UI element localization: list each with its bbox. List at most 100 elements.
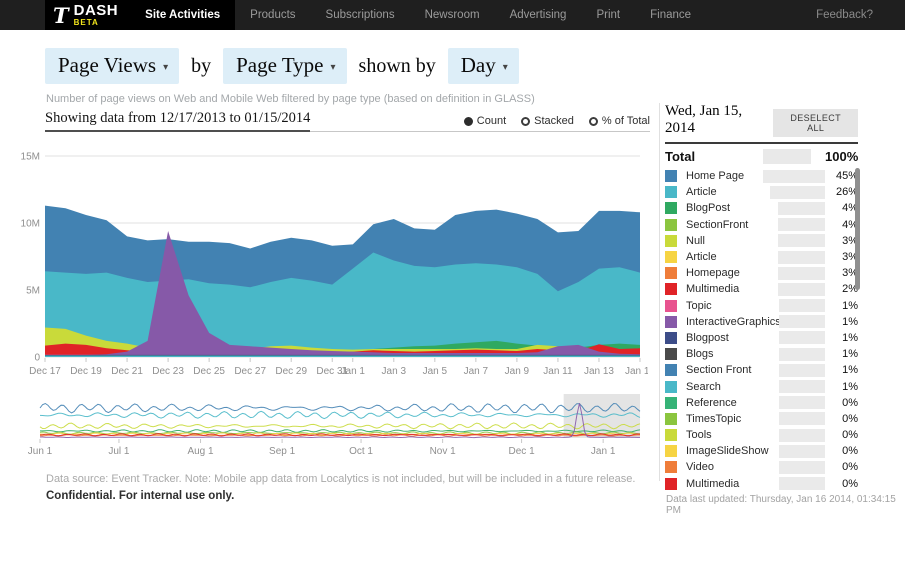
nav-item-products[interactable]: Products <box>250 9 296 21</box>
timeline-brush-chart[interactable]: Jun 1 Jul 1 Aug 1 Sep 1 Oct 1 Nov 1 Dec 1 Jan 1 <box>0 392 648 460</box>
mode-radio-stacked[interactable]: Stacked <box>521 115 574 127</box>
legend-row-tools-16[interactable]: Tools 0% <box>665 427 858 443</box>
x-tick-label: Jan 15 <box>625 366 648 377</box>
chart-description: Number of page views on Web and Mobile W… <box>46 93 535 105</box>
legend-row-multimedia-19[interactable]: Multimedia 0% <box>665 476 858 492</box>
legend-label: SectionFront <box>686 218 749 231</box>
nav-item-finance[interactable]: Finance <box>650 9 692 21</box>
legend-row-interactivegraphics-9[interactable]: InteractiveGraphics 1% <box>665 314 858 330</box>
mode-radio-count[interactable]: Count <box>463 115 507 127</box>
caret-down-icon: ▾ <box>330 61 336 73</box>
color-swatch <box>665 218 677 231</box>
legend-row-article-1[interactable]: Article 26% <box>665 184 858 200</box>
x-tick-label: Dec 29 <box>275 366 307 377</box>
legend-percent: 1% <box>842 331 858 344</box>
main-area-chart[interactable]: 0 5M 10M 15M Dec 17 Dec 19 Dec 21 Dec 23 Dec 25 D… <box>0 148 648 386</box>
legend-row-blogpost-10[interactable]: Blogpost 1% <box>665 330 858 346</box>
legend-row-multimedia-7[interactable]: Multimedia 2% <box>665 281 858 297</box>
legend-bar <box>778 331 825 345</box>
mini-line-home-page <box>39 402 641 414</box>
caret-down-icon: ▾ <box>502 61 508 73</box>
legend-row-blogpost-2[interactable]: BlogPost 4% <box>665 200 858 216</box>
x-tick-label: Jan 3 <box>382 366 407 377</box>
legend-percent: 1% <box>842 364 858 377</box>
legend-label: Tools <box>686 429 712 442</box>
nav-item-advertising[interactable]: Advertising <box>509 9 567 21</box>
legend-scrollbar[interactable] <box>855 168 860 290</box>
legend-percent: 3% <box>842 234 858 247</box>
color-swatch <box>665 396 677 409</box>
legend-label: Homepage <box>686 267 740 280</box>
legend-percent: 0% <box>842 445 858 458</box>
legend-label: BlogPost <box>686 202 731 215</box>
nav-item-print[interactable]: Print <box>596 9 621 21</box>
logo-title: DASH <box>73 2 119 19</box>
x-tick-label: Jan 13 <box>584 366 614 377</box>
legend-row-sectionfront-3[interactable]: SectionFront 4% <box>665 217 858 233</box>
x-tick-label: Dec 17 <box>29 366 61 377</box>
metric-dropdown[interactable]: Page Views ▾ <box>45 48 180 84</box>
legend-row-timestopic-15[interactable]: TimesTopic 0% <box>665 411 858 427</box>
x-tick-label: Jan 9 <box>505 366 530 377</box>
legend-row-homepage-6[interactable]: Homepage 3% <box>665 265 858 281</box>
mode-radio-of-total[interactable]: % of Total <box>588 115 650 127</box>
legend-row-article-5[interactable]: Article 3% <box>665 249 858 265</box>
legend-percent: 0% <box>842 461 858 474</box>
mode-label: % of Total <box>601 115 650 127</box>
legend-bar <box>778 380 825 394</box>
mini-chart-wrap: Jun 1 Jul 1 Aug 1 Sep 1 Oct 1 Nov 1 Dec 1 Jan 1 <box>0 392 648 462</box>
legend-label: ImageSlideShow <box>686 445 769 458</box>
legend-percent: 45% <box>835 170 858 183</box>
legend-row-topic-8[interactable]: Topic 1% <box>665 298 858 314</box>
nav-item-site-activities[interactable]: Site Activities <box>130 0 236 30</box>
legend-label: TimesTopic <box>686 412 742 425</box>
legend-bar <box>779 477 825 491</box>
legend-bar <box>778 363 825 377</box>
nav-item-newsroom[interactable]: Newsroom <box>424 9 480 21</box>
radio-icon <box>463 116 473 126</box>
feedback-link[interactable]: Feedback? <box>816 9 873 21</box>
color-swatch <box>665 348 677 361</box>
dimension-dropdown[interactable]: Page Type ▾ <box>223 48 347 84</box>
dash-logo[interactable]: T DASH BETA <box>45 0 131 30</box>
legend-bar <box>778 299 825 313</box>
legend-row-imageslideshow-17[interactable]: ImageSlideShow 0% <box>665 443 858 459</box>
total-percent: 100% <box>825 149 859 164</box>
legend-bar <box>777 266 825 280</box>
mini-x-tick-label: Sep 1 <box>269 446 296 457</box>
x-tick-label: Jan 5 <box>423 366 448 377</box>
deselect-all-button[interactable]: DESELECT ALL <box>773 109 858 137</box>
legend-row-null-4[interactable]: Null 3% <box>665 233 858 249</box>
legend-label: InteractiveGraphics <box>686 315 779 328</box>
legend-label: Blogs <box>686 348 714 361</box>
legend-row-video-18[interactable]: Video 0% <box>665 459 858 475</box>
mode-label: Count <box>476 115 507 127</box>
legend-bar <box>779 444 825 458</box>
legend-bar <box>778 347 825 361</box>
legend-label: Video <box>686 461 714 474</box>
mini-line-multimedia <box>39 433 641 437</box>
x-tick-label: Jan 11 <box>543 366 573 377</box>
total-row: Total 100% <box>665 144 858 168</box>
legend-row-reference-14[interactable]: Reference 0% <box>665 395 858 411</box>
interval-dropdown[interactable]: Day ▾ <box>447 48 519 84</box>
legend-row-blogs-11[interactable]: Blogs 1% <box>665 346 858 362</box>
y-tick-label: 10M <box>21 219 40 230</box>
total-label: Total <box>665 149 696 164</box>
mode-radios: Count Stacked % of Total <box>463 115 650 128</box>
metric-label: Page Views <box>58 53 157 77</box>
legend-row-section-front-12[interactable]: Section Front 1% <box>665 362 858 378</box>
by-text: by <box>191 54 212 77</box>
legend-percent: 0% <box>842 429 858 442</box>
nav-item-subscriptions[interactable]: Subscriptions <box>325 9 395 21</box>
legend-label: Multimedia <box>686 477 740 490</box>
legend-label: Section Front <box>686 364 752 377</box>
mini-x-tick-label: Aug 1 <box>187 446 214 457</box>
legend-row-home-page-0[interactable]: Home Page 45% <box>665 168 858 184</box>
legend-row-search-13[interactable]: Search 1% <box>665 378 858 394</box>
legend-percent: 0% <box>842 477 858 490</box>
legend-percent: 4% <box>842 202 858 215</box>
legend-percent: 0% <box>842 396 858 409</box>
date-range-text: Showing data from 12/17/2013 to 01/15/20… <box>45 110 311 132</box>
area-null <box>45 327 640 357</box>
